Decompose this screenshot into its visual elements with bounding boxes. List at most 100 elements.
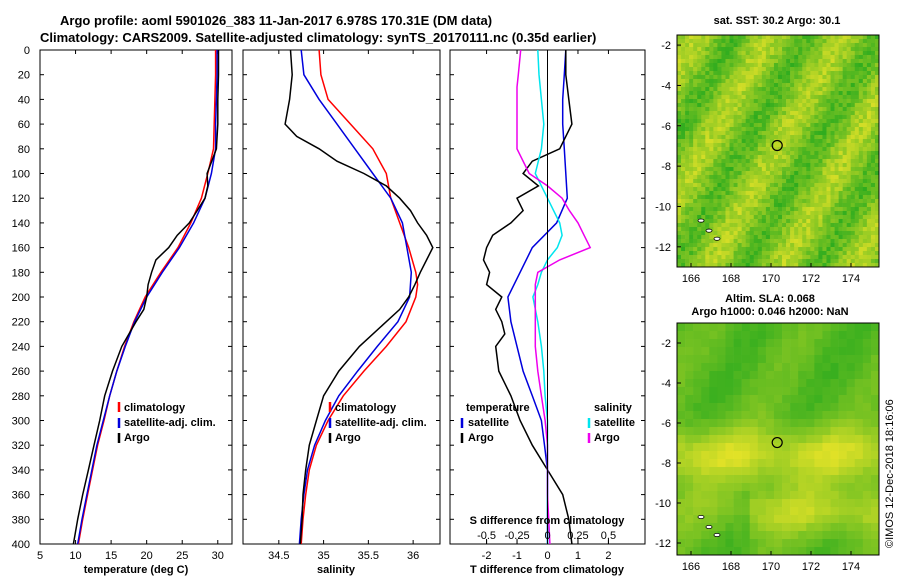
map-cell — [858, 55, 864, 60]
map-cell — [854, 91, 860, 96]
map-cell — [737, 99, 742, 104]
map-cell — [830, 107, 835, 112]
map-cell — [685, 75, 690, 80]
map-cell — [741, 371, 751, 380]
map-cell — [701, 371, 710, 380]
map-cell — [717, 239, 722, 244]
map-cell — [741, 207, 746, 212]
map-cell — [874, 103, 880, 108]
map-cell — [769, 227, 775, 232]
map-cell — [685, 71, 690, 76]
map-cell — [737, 91, 742, 96]
map-cell — [729, 215, 734, 220]
map-cell — [830, 499, 839, 508]
map-cell — [737, 155, 742, 160]
map-cell — [737, 231, 742, 236]
map-cell — [741, 151, 746, 156]
map-cell — [721, 203, 726, 208]
map-cell — [798, 411, 807, 420]
map-cell — [681, 171, 686, 176]
map-cell — [834, 195, 839, 200]
map-cell — [713, 47, 718, 52]
map-cell — [769, 127, 775, 132]
map-cell — [757, 111, 763, 116]
map-cell — [693, 435, 702, 444]
map-cell — [721, 43, 726, 48]
map-cell — [709, 223, 714, 228]
map-cell — [737, 195, 742, 200]
map-cell — [818, 183, 823, 188]
map-cell — [802, 211, 807, 216]
legend-label-climatology: climatology — [335, 402, 397, 414]
map-cell — [753, 243, 759, 248]
map-cell — [790, 387, 799, 396]
map-cell — [733, 63, 738, 68]
map-cell — [749, 323, 759, 332]
map-cell — [725, 55, 730, 60]
map-cell — [717, 79, 722, 84]
map-cell — [745, 211, 751, 216]
map-cell — [701, 231, 706, 236]
map-cell — [765, 103, 771, 108]
map-cell — [765, 475, 775, 484]
map-cell — [822, 91, 827, 96]
map-cell — [826, 167, 831, 172]
map-cell — [822, 219, 827, 224]
map-cell — [802, 195, 807, 200]
map-cell — [870, 167, 876, 172]
map-cell — [749, 419, 759, 428]
map-cell — [757, 55, 763, 60]
map-cell — [709, 123, 714, 128]
map-cell — [846, 483, 856, 492]
map-cell — [757, 119, 763, 124]
map-cell — [782, 107, 787, 112]
map-cell — [818, 163, 823, 168]
map-cell — [798, 135, 803, 140]
map-cell — [854, 151, 860, 156]
map-cell — [846, 79, 852, 84]
map-cell — [870, 259, 876, 264]
map-cell — [705, 239, 710, 244]
map-cell — [798, 155, 803, 160]
map-cell — [810, 63, 815, 68]
map-cell — [798, 395, 807, 404]
map-cell — [830, 223, 835, 228]
map-cell — [717, 179, 722, 184]
map-cell — [778, 175, 783, 180]
map-cell — [705, 99, 710, 104]
map-cell — [773, 523, 783, 532]
map-cell — [834, 95, 839, 100]
map-cell — [685, 483, 694, 492]
map-cell — [846, 179, 852, 184]
map-cell — [822, 363, 831, 372]
map-cell — [794, 175, 799, 180]
map-cell — [778, 187, 783, 192]
map-cell — [705, 155, 710, 160]
map-cell — [786, 91, 791, 96]
map-cell — [866, 131, 872, 136]
map-cell — [846, 539, 856, 548]
map-cell — [701, 159, 706, 164]
map-cell — [701, 151, 706, 156]
map-cell — [709, 523, 718, 532]
map-cell — [870, 339, 880, 348]
map-cell — [697, 159, 702, 164]
map-cell — [838, 207, 843, 212]
map-cell — [846, 419, 856, 428]
map-cell — [765, 239, 771, 244]
map-cell — [761, 39, 767, 44]
map-cell — [798, 75, 803, 80]
map-cell — [810, 191, 815, 196]
map-cell — [717, 515, 726, 524]
x2-tick-label: -0.25 — [504, 530, 529, 542]
map-cell — [874, 55, 880, 60]
map-cell — [866, 147, 872, 152]
map-cell — [721, 163, 726, 168]
map-cell — [850, 187, 856, 192]
depth-tick-label: 320 — [12, 440, 30, 452]
map-cell — [854, 103, 860, 108]
map-cell — [866, 151, 872, 156]
map-cell — [741, 251, 746, 256]
map-cell — [741, 43, 746, 48]
map-cell — [866, 79, 872, 84]
